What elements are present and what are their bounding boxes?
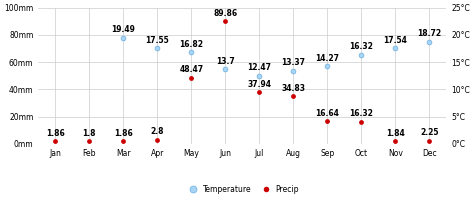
Point (357, 120, 365, 123)
Point (221, 20, 229, 23)
Text: 1.8: 1.8 (82, 129, 96, 138)
Text: 37.94: 37.94 (247, 80, 271, 89)
Text: 16.32: 16.32 (349, 42, 373, 51)
Text: 17.54: 17.54 (383, 36, 407, 45)
Text: 13.7: 13.7 (216, 57, 235, 66)
Text: 2.8: 2.8 (151, 127, 164, 136)
Point (154, 138, 161, 142)
Text: 13.37: 13.37 (281, 58, 305, 68)
Text: 1.84: 1.84 (386, 129, 405, 138)
Point (85, 0, 93, 3)
Text: 16.82: 16.82 (179, 40, 203, 49)
Point (187, 76, 195, 79)
Text: 19.49: 19.49 (111, 25, 135, 34)
Point (52, 140, 59, 143)
Point (52, 0, 59, 3)
Point (119, 140, 127, 143)
Point (392, 140, 399, 143)
Text: 2.25: 2.25 (420, 128, 438, 137)
Point (154, 46, 161, 50)
Point (119, 36, 127, 39)
Text: 17.55: 17.55 (146, 36, 169, 45)
Point (323, 64, 331, 68)
Point (357, 53, 365, 57)
Text: 12.47: 12.47 (247, 63, 271, 72)
Text: 18.72: 18.72 (417, 29, 441, 38)
Point (426, 139, 433, 142)
Text: 34.83: 34.83 (281, 84, 305, 93)
Text: 16.32: 16.32 (349, 109, 373, 118)
Point (255, 74, 263, 78)
Text: 1.86: 1.86 (114, 129, 133, 138)
Text: 26.22: 26.22 (0, 212, 1, 213)
Point (323, 119, 331, 123)
Legend: Temperature, Precip: Temperature, Precip (182, 182, 302, 197)
Text: 14.27: 14.27 (315, 53, 339, 63)
Point (392, 47, 399, 50)
Point (85, 140, 93, 143)
Point (290, 69, 297, 73)
Point (255, 91, 263, 94)
Text: 16.64: 16.64 (315, 109, 339, 118)
Text: 1.86: 1.86 (46, 129, 64, 138)
Point (426, 40, 433, 44)
Point (187, 50, 195, 54)
Point (290, 95, 297, 98)
Point (221, 68, 229, 71)
Text: 48.47: 48.47 (179, 65, 203, 74)
Text: 26.23: 26.23 (0, 212, 1, 213)
Text: 89.86: 89.86 (213, 9, 237, 18)
